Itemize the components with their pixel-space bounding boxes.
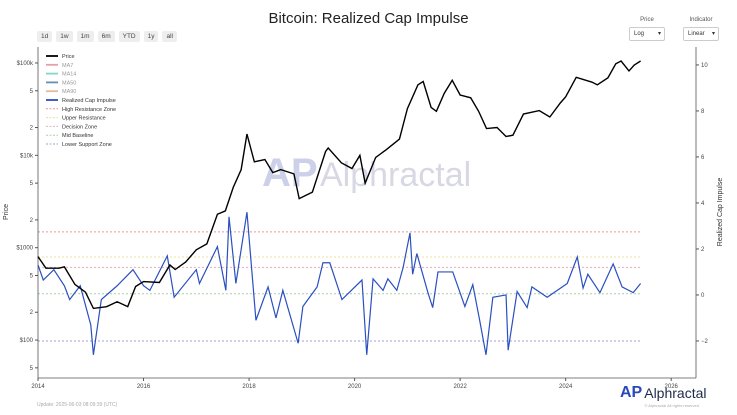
y2-axis-label: Realized Cap Impulse	[717, 178, 724, 247]
brand-logo: AP Alphractal	[620, 384, 707, 402]
y2-tick-label: 8	[701, 109, 705, 115]
range-ytd-button[interactable]: YTD	[118, 31, 140, 42]
price-line	[37, 60, 641, 310]
watermark: Alphractal	[320, 156, 471, 194]
legend-item: Realized Cap Impulse	[62, 98, 116, 104]
range-1d-button[interactable]: 1d	[37, 31, 53, 42]
legend-item: Decision Zone	[62, 124, 97, 130]
indicator-scale-select[interactable]: Linear	[683, 27, 719, 41]
y2-tick-label: 6	[701, 155, 705, 161]
y2-tick-label: 10	[701, 63, 708, 69]
x-tick-label: 2026	[665, 384, 679, 390]
copyright: © Alphractal All rights reserved	[644, 403, 699, 408]
y-tick-label: 5	[30, 89, 34, 95]
y-tick-label: 2	[30, 126, 34, 132]
legend-item: High Resistance Zone	[62, 107, 116, 113]
legend-item: MA50	[62, 80, 76, 86]
y2-tick-label: 2	[701, 247, 705, 253]
x-tick-label: 2020	[348, 384, 362, 390]
y2-tick-label: −2	[701, 339, 709, 345]
x-tick-label: 2022	[453, 384, 467, 390]
range-1m-button[interactable]: 1m	[76, 31, 94, 42]
price-scale-label: Price	[640, 17, 654, 23]
y-tick-label: $10k	[20, 153, 34, 159]
realized-cap-impulse-line	[37, 212, 642, 355]
x-tick-label: 2018	[242, 384, 256, 390]
brand-name: Alphractal	[644, 385, 707, 401]
y-tick-label: $100	[20, 338, 34, 344]
price-scale-select[interactable]: Log	[629, 27, 665, 41]
range-all-button[interactable]: all	[162, 31, 177, 42]
legend-item: Mid Baseline	[62, 133, 94, 139]
y-tick-label: $1000	[16, 246, 33, 252]
price-scale-control: Price Log	[629, 17, 665, 41]
legend-item: Price	[62, 54, 75, 60]
range-1y-button[interactable]: 1y	[143, 31, 159, 42]
chart-title: Bitcoin: Realized Cap Impulse	[268, 10, 469, 27]
x-tick-label: 2014	[31, 384, 45, 390]
indicator-scale-label: Indicator	[689, 17, 713, 23]
range-6m-button[interactable]: 6m	[97, 31, 115, 42]
y-tick-label: 5	[30, 273, 34, 279]
y-tick-label: $100k	[17, 61, 34, 67]
y-axis-label: Price	[3, 204, 10, 220]
legend-item: Upper Resistance	[62, 116, 106, 122]
y-tick-label: 2	[30, 310, 34, 316]
alphractal-logo-icon: AP	[620, 384, 643, 401]
y-tick-label: 5	[30, 366, 34, 372]
legend-item: Lower Support Zone	[62, 142, 112, 148]
indicator-scale-control: Indicator Linear	[683, 17, 719, 41]
x-tick-label: 2016	[137, 384, 151, 390]
legend-item: MA90	[62, 89, 76, 95]
legend-item: MA7	[62, 63, 73, 69]
y2-tick-label: 4	[701, 201, 705, 207]
range-buttons: 1d 1w 1m 6m YTD 1y all	[37, 31, 177, 42]
x-tick-label: 2024	[559, 384, 573, 390]
range-1w-button[interactable]: 1w	[56, 31, 73, 42]
y-tick-label: 5	[30, 181, 34, 187]
update-timestamp: Update: 2025-06-03 08:09:39 (UTC)	[37, 402, 118, 408]
y-tick-label: 2	[30, 218, 34, 224]
legend-item: MA14	[62, 72, 76, 78]
y2-tick-label: 0	[701, 293, 705, 299]
